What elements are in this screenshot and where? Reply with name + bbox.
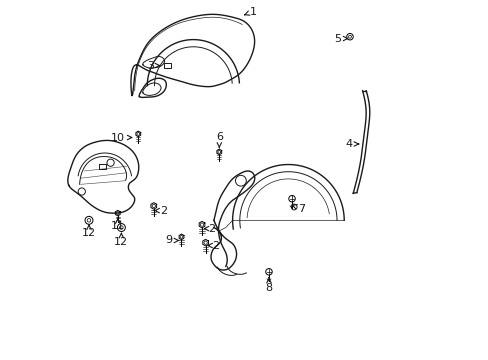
Text: 12: 12 [82,225,96,238]
Text: 9: 9 [165,235,178,246]
Text: 6: 6 [215,132,223,148]
Text: 11: 11 [111,218,124,231]
Text: 2: 2 [207,240,219,251]
Text: 12: 12 [114,233,128,247]
Text: 2: 2 [204,224,215,234]
Text: 10: 10 [111,132,131,143]
Text: 2: 2 [154,206,167,216]
Text: 4: 4 [345,139,358,149]
Text: 8: 8 [265,278,272,293]
Text: 3: 3 [146,60,160,71]
Text: 7: 7 [291,204,305,214]
Text: 1: 1 [244,6,256,17]
Text: 5: 5 [333,33,347,44]
